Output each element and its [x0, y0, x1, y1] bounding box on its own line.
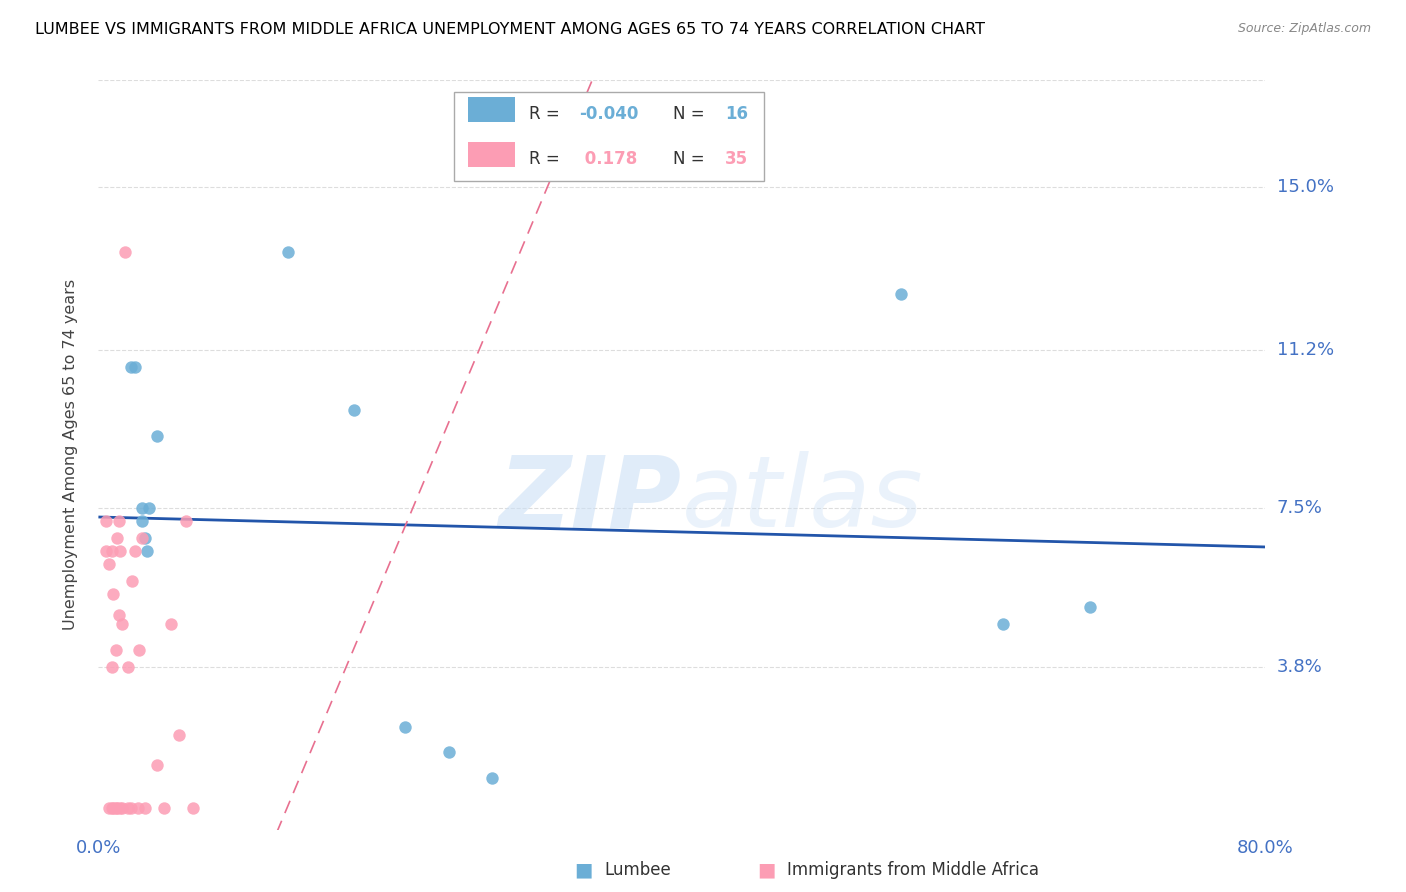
Text: Source: ZipAtlas.com: Source: ZipAtlas.com — [1237, 22, 1371, 36]
Point — [117, 801, 139, 815]
Point — [108, 514, 131, 528]
Text: R =: R = — [529, 105, 565, 123]
Point — [111, 617, 134, 632]
Text: 15.0%: 15.0% — [1277, 178, 1333, 196]
Text: R =: R = — [529, 150, 571, 168]
Point — [343, 403, 366, 417]
Text: ■: ■ — [574, 860, 593, 880]
Bar — [468, 97, 515, 122]
Point — [131, 532, 153, 546]
Point — [160, 617, 183, 632]
Point — [94, 514, 117, 528]
Point — [101, 587, 124, 601]
Point — [124, 360, 146, 375]
Text: 16: 16 — [725, 105, 748, 123]
Point — [94, 544, 117, 558]
Point — [131, 514, 153, 528]
Text: -0.040: -0.040 — [579, 105, 638, 123]
Point — [134, 532, 156, 546]
Point — [481, 771, 503, 785]
Text: LUMBEE VS IMMIGRANTS FROM MIDDLE AFRICA UNEMPLOYMENT AMONG AGES 65 TO 74 YEARS C: LUMBEE VS IMMIGRANTS FROM MIDDLE AFRICA … — [35, 22, 986, 37]
Point — [104, 642, 127, 657]
Point — [114, 244, 136, 259]
Y-axis label: Unemployment Among Ages 65 to 74 years: Unemployment Among Ages 65 to 74 years — [63, 279, 77, 631]
Point — [181, 801, 204, 815]
Point — [101, 801, 124, 815]
Text: ■: ■ — [756, 860, 776, 880]
Point — [128, 642, 150, 657]
Point — [394, 720, 416, 734]
Point — [146, 428, 169, 442]
Point — [1080, 599, 1102, 614]
Point — [105, 801, 128, 815]
Point — [991, 617, 1014, 632]
Point — [100, 660, 122, 674]
Point — [120, 801, 142, 815]
Text: N =: N = — [672, 150, 710, 168]
Point — [110, 801, 132, 815]
Text: 35: 35 — [725, 150, 748, 168]
Point — [153, 801, 176, 815]
Point — [108, 608, 131, 623]
Point — [124, 544, 146, 558]
Point — [146, 758, 169, 772]
Text: ZIP: ZIP — [499, 451, 682, 549]
Point — [97, 801, 120, 815]
Point — [437, 746, 460, 760]
Point — [104, 801, 127, 815]
Point — [105, 532, 128, 546]
Point — [97, 557, 120, 571]
Point — [131, 501, 153, 516]
Point — [120, 360, 142, 375]
Point — [100, 801, 122, 815]
Text: 0.178: 0.178 — [579, 150, 637, 168]
Bar — [468, 143, 515, 167]
Point — [100, 544, 122, 558]
Point — [174, 514, 197, 528]
Text: 11.2%: 11.2% — [1277, 341, 1334, 359]
Point — [111, 801, 134, 815]
Point — [167, 728, 190, 742]
Point — [134, 801, 156, 815]
Point — [127, 801, 149, 815]
Text: Immigrants from Middle Africa: Immigrants from Middle Africa — [787, 861, 1039, 879]
Point — [135, 544, 157, 558]
Text: Lumbee: Lumbee — [605, 861, 671, 879]
Point — [890, 287, 912, 301]
Point — [110, 544, 132, 558]
FancyBboxPatch shape — [454, 92, 763, 181]
Point — [117, 660, 139, 674]
Text: 7.5%: 7.5% — [1277, 500, 1323, 517]
Point — [138, 501, 160, 516]
Text: 3.8%: 3.8% — [1277, 658, 1322, 676]
Point — [121, 574, 143, 589]
Text: atlas: atlas — [682, 451, 924, 549]
Point — [277, 244, 299, 259]
Text: N =: N = — [672, 105, 710, 123]
